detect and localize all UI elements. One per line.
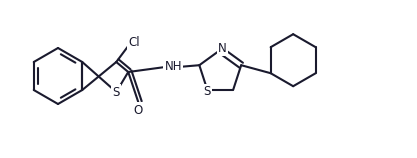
Text: Cl: Cl	[128, 36, 140, 49]
Text: N: N	[218, 42, 226, 55]
Text: O: O	[133, 103, 143, 116]
Text: S: S	[113, 85, 120, 98]
Text: NH: NH	[164, 61, 182, 73]
Text: S: S	[203, 85, 211, 98]
